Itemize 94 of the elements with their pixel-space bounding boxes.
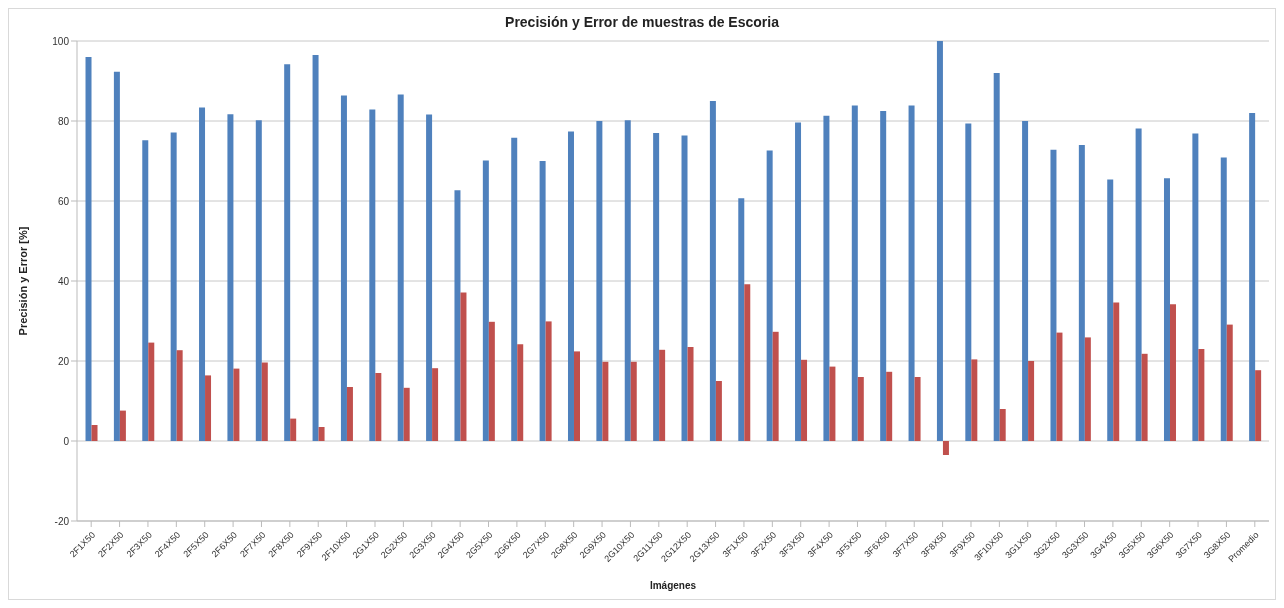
bar xyxy=(1056,332,1063,441)
bar xyxy=(176,350,183,441)
bar xyxy=(596,121,603,441)
bar xyxy=(488,321,495,441)
bar xyxy=(795,122,802,441)
bar xyxy=(567,131,574,441)
bar xyxy=(886,371,893,441)
bar xyxy=(142,140,149,441)
bar xyxy=(766,150,773,441)
bar xyxy=(914,377,921,441)
bar xyxy=(432,368,439,441)
bar xyxy=(1192,133,1199,441)
bar xyxy=(1226,324,1233,441)
bar xyxy=(1163,178,1170,441)
bar xyxy=(659,349,666,441)
bar xyxy=(148,342,155,441)
bar xyxy=(545,321,552,441)
y-axis-title: Precisión y Error [%] xyxy=(16,226,29,336)
y-tick-label: -20 xyxy=(54,515,70,527)
bar xyxy=(255,120,262,441)
bar xyxy=(738,198,745,441)
bar xyxy=(426,114,433,441)
bar xyxy=(340,95,347,441)
bar xyxy=(936,41,943,441)
bar xyxy=(261,362,268,441)
bar xyxy=(1084,337,1091,441)
bar xyxy=(630,361,637,441)
bar xyxy=(290,418,297,441)
y-tick-label: 80 xyxy=(57,115,70,127)
chart-title: Precisión y Error de muestras de Escoria xyxy=(504,13,780,32)
bar xyxy=(454,190,461,441)
bar xyxy=(1107,179,1114,441)
bar xyxy=(687,347,694,441)
bar xyxy=(113,71,120,441)
bar xyxy=(942,441,949,455)
bar xyxy=(1255,370,1262,441)
bar xyxy=(91,425,98,441)
bar xyxy=(653,133,660,441)
bar xyxy=(965,123,972,441)
y-tick-label: 60 xyxy=(57,195,70,207)
bar xyxy=(85,57,92,441)
y-tick-label: 0 xyxy=(63,435,70,447)
bar xyxy=(205,375,212,441)
bar xyxy=(823,115,830,441)
bar xyxy=(346,387,353,441)
bar xyxy=(573,351,580,441)
bar xyxy=(908,105,915,441)
bar xyxy=(312,55,319,441)
bar xyxy=(1050,149,1057,441)
x-axis-title: Imágenes xyxy=(649,580,697,591)
bar xyxy=(829,366,836,441)
bar xyxy=(539,161,546,441)
bar xyxy=(397,94,404,441)
y-tick-label: 40 xyxy=(57,275,70,287)
bar xyxy=(403,387,410,441)
bar xyxy=(801,359,808,441)
y-tick-label: 20 xyxy=(57,355,70,367)
bar xyxy=(1249,113,1256,441)
bar xyxy=(715,381,722,441)
bar xyxy=(999,409,1006,441)
bar xyxy=(851,105,858,441)
bar xyxy=(233,368,240,441)
bar xyxy=(199,107,206,441)
bar xyxy=(517,344,524,441)
bar xyxy=(375,373,382,441)
bar xyxy=(227,114,234,441)
bar xyxy=(971,359,978,441)
bar xyxy=(1113,302,1120,441)
bar xyxy=(119,410,126,441)
bar xyxy=(880,111,887,441)
bar xyxy=(482,160,489,441)
bar xyxy=(772,331,779,441)
bar xyxy=(1028,361,1035,441)
bar xyxy=(369,109,376,441)
bar xyxy=(1078,145,1085,441)
bar xyxy=(511,137,518,441)
bar xyxy=(318,427,325,441)
bar xyxy=(1169,304,1176,441)
bar xyxy=(709,101,716,441)
bar xyxy=(1135,128,1142,441)
bar xyxy=(857,377,864,441)
bar xyxy=(460,292,467,441)
bar xyxy=(284,64,291,441)
bar xyxy=(993,73,1000,441)
bar xyxy=(602,361,609,441)
y-tick-label: 100 xyxy=(52,35,70,47)
bar xyxy=(170,132,177,441)
bar xyxy=(1141,353,1148,441)
bar xyxy=(624,120,631,441)
bar xyxy=(681,135,688,441)
bar xyxy=(744,284,751,441)
bar xyxy=(1198,349,1205,441)
bar xyxy=(1022,121,1029,441)
bar xyxy=(1220,157,1227,441)
